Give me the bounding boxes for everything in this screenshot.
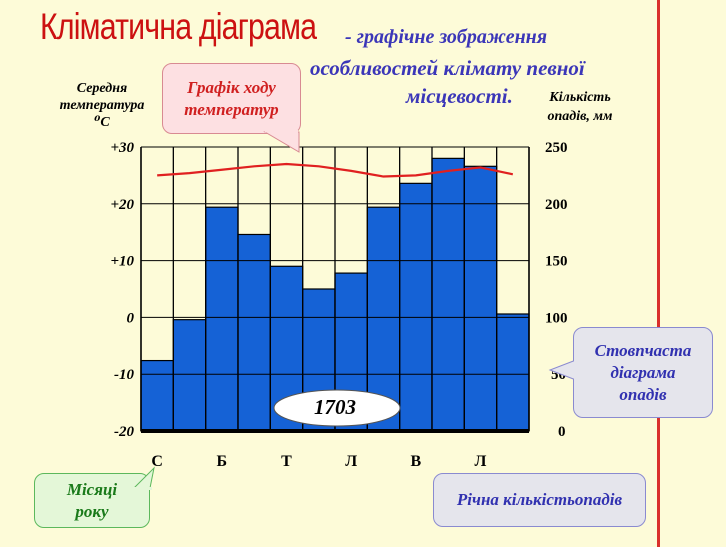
- precip-bar: [140, 359, 174, 432]
- callout-annual-precipitation: Річна кількість опадів: [433, 473, 646, 527]
- right-axis-tick-label: 150: [545, 254, 568, 270]
- callout-annual-line-2: опадів: [574, 490, 623, 509]
- subtitle-line-1: - графічне зображення: [345, 26, 548, 48]
- annual-total-ellipse: [273, 389, 401, 427]
- precip-bar: [237, 233, 271, 432]
- callout-column-line-3: опадів: [619, 384, 667, 404]
- precip-bar: [205, 206, 239, 432]
- margin-line: [657, 0, 660, 547]
- subtitle-line-2: особливостей клімату певної: [310, 56, 585, 80]
- left-axis-title: Середня температура ⁰С: [42, 80, 162, 131]
- callout-temperature-line-2: температур: [184, 99, 279, 119]
- callout-temperature-line-1: Графік ходу: [187, 77, 276, 97]
- x-axis-tick-label: Л: [475, 453, 487, 470]
- precip-bar: [463, 165, 498, 432]
- callout-column-line-2: діаграма: [610, 362, 676, 382]
- subtitle-line-3: місцевості.: [406, 84, 513, 108]
- right-axis-tick-label: 200: [545, 197, 568, 213]
- x-axis-tick-label: Т: [281, 453, 292, 470]
- temperature-line: [157, 162, 514, 178]
- left-axis-tick-label: +20: [110, 197, 134, 213]
- right-axis-tick-label: 100: [545, 310, 568, 326]
- callout-column-line-1: Стовпчаста: [594, 340, 692, 360]
- left-axis-tick-label: -10: [114, 367, 134, 383]
- annual-total-label: 1703: [314, 395, 356, 419]
- right-axis-title-line-1: Кількість: [549, 90, 611, 105]
- left-axis-title-line-2: температура: [59, 98, 145, 113]
- left-axis-tick-label: +10: [110, 254, 134, 270]
- right-axis-tick-label: 0: [558, 424, 566, 440]
- callout-tail: [133, 466, 155, 490]
- precip-bar: [431, 157, 465, 432]
- x-axis-tick-label: В: [410, 453, 421, 470]
- x-axis-tick-label: Б: [217, 453, 228, 470]
- callout-months: Місяці року: [34, 466, 155, 528]
- right-axis-title: Кількість опадів, мм: [530, 88, 630, 126]
- left-axis-tick-label: +30: [110, 140, 134, 156]
- callout-tail: [548, 359, 578, 381]
- x-axis-tick-label: С: [151, 453, 163, 470]
- left-axis-tick-label: 0: [127, 310, 135, 326]
- slide-title: Кліматична діаграма: [40, 6, 317, 47]
- callout-column-diagram: Стовпчаста діаграма опадів: [548, 327, 713, 418]
- right-axis-tick-label: 250: [545, 140, 568, 156]
- callout-temperature-graph: Графік ходу температур: [162, 63, 301, 153]
- callout-annual-line-1: Річна кількість: [456, 490, 575, 509]
- left-axis-tick-label: -20: [114, 424, 134, 440]
- callout-months-line-1: Місяці: [66, 479, 118, 499]
- callout-months-line-2: року: [75, 501, 109, 521]
- precip-bar: [172, 319, 207, 432]
- left-axis-title-line-1: Середня: [76, 81, 128, 96]
- precip-bar: [399, 182, 433, 432]
- right-axis-title-line-2: опадів, мм: [547, 109, 613, 124]
- x-axis-tick-label: Л: [345, 453, 357, 470]
- callout-tail: [263, 130, 300, 153]
- left-axis-title-unit: ⁰С: [94, 115, 110, 130]
- precip-bar: [496, 313, 530, 432]
